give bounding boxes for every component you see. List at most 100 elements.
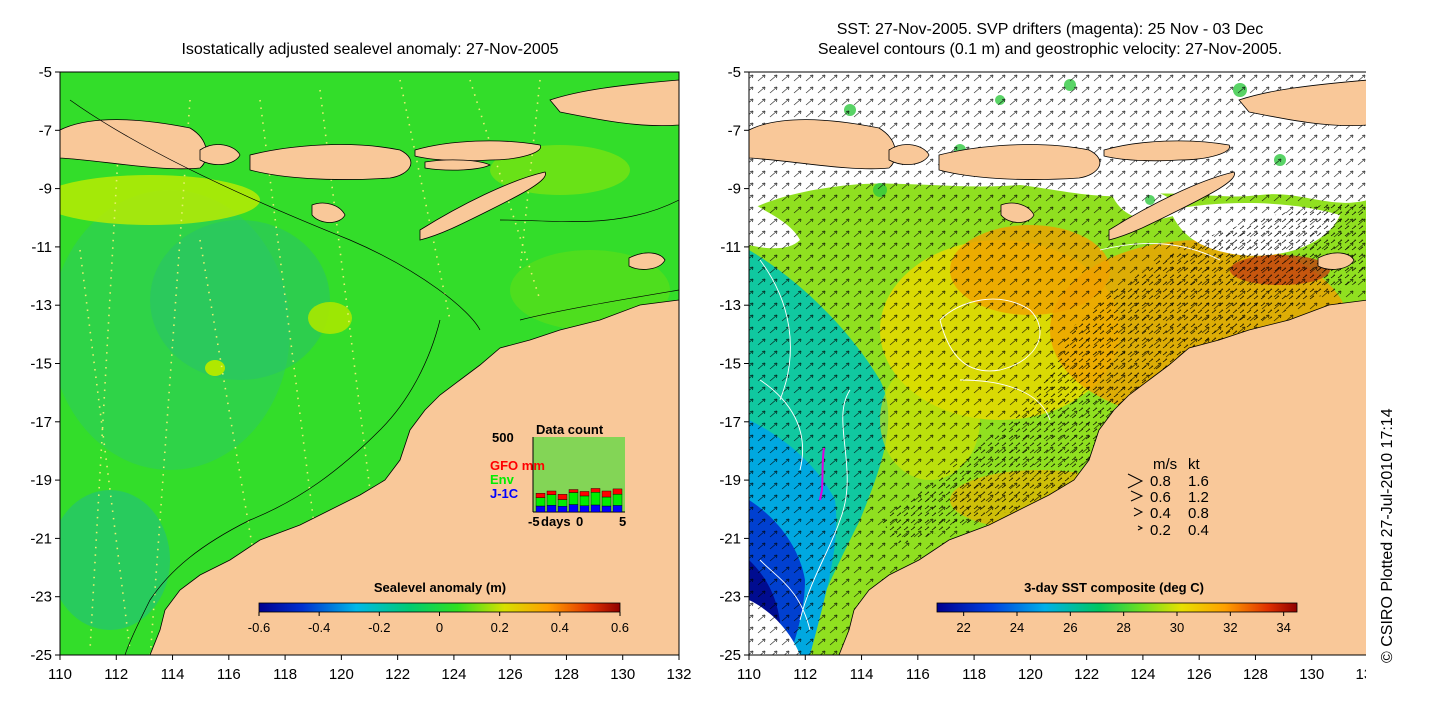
colorbar-tick-label: 30 [1170, 620, 1184, 635]
lon-tick-label: 128 [554, 666, 579, 683]
inset-legend-env: Env [490, 472, 515, 487]
inset-legend-gfo: GFO mm [490, 458, 545, 473]
left-map [60, 72, 679, 655]
env-bar [535, 497, 546, 507]
lat-tick-label: -7 [39, 122, 52, 139]
lat-tick-label: -23 [30, 589, 52, 606]
lon-tick-label: 112 [793, 666, 817, 683]
colorbar-tick-label: -0.2 [368, 620, 390, 635]
gfo-bar [612, 488, 623, 495]
left-map-title: Isostatically adjusted sealevel anomaly:… [181, 41, 559, 58]
lat-tick-label: -11 [720, 239, 741, 256]
lat-tick-label: -15 [719, 356, 741, 373]
sla-colorbar-label: Sealevel anomaly (m) [374, 580, 506, 595]
env-bar [557, 499, 568, 507]
speed-arrow-06 [1130, 490, 1144, 502]
lon-tick-label: 112 [104, 666, 128, 683]
colorbar-tick-label: -0.4 [308, 620, 330, 635]
speed-legend-kt: 1.6 [1188, 473, 1209, 490]
lon-tick-label: 114 [850, 666, 874, 683]
lat-tick-label: -11 [31, 239, 52, 256]
colorbar-tick-label: 34 [1276, 620, 1290, 635]
low-anomaly-patch [60, 490, 170, 630]
low-anomaly-patch [150, 220, 330, 380]
lat-tick-label: -15 [30, 356, 52, 373]
sealevel-contours [759, 242, 1221, 631]
env-bar [568, 492, 579, 505]
sst-colorbar: 3-day SST composite (deg C) 22 24 26 28 30 32… [936, 580, 1298, 635]
inset-title: Data count [536, 422, 604, 437]
j1c-bar [546, 505, 557, 513]
lat-tick-label: -19 [30, 472, 52, 489]
altimeter-tracks [79, 79, 541, 655]
j1c-bar [612, 505, 623, 513]
lon-tick-label: 116 [217, 666, 241, 683]
speed-legend-kt: 0.8 [1188, 505, 1209, 522]
lon-tick-label: 132 [1355, 666, 1366, 683]
axis-ticks: -5 -7 -9 -11 -13 -15 -17 -19 -21 -23 -25 110 112 114 1… [30, 64, 1366, 683]
lon-tick-label: 120 [1018, 666, 1043, 683]
speed-arrow-08 [1127, 473, 1144, 489]
j1c-bar [579, 505, 590, 513]
j1c-bar [535, 505, 546, 513]
dense-velocity-arrows [880, 200, 1366, 545]
speed-legend-kt: 1.2 [1188, 489, 1209, 506]
sla-colorbar: Sealevel anomaly (m) -0.6 -0.4 -0.2 0 0.2 0.4… [248, 580, 629, 635]
colorbar-tick-label: 0.6 [611, 620, 629, 635]
colorbar-tick-label: 32 [1223, 620, 1237, 635]
speed-legend-ms: 0.4 [1150, 505, 1171, 522]
inset-xtick-max: 5 [619, 514, 626, 529]
lat-tick-label: -9 [39, 181, 52, 198]
inset-xtick-min: -5 [528, 514, 540, 529]
figure: Data count 500 GFO mm Env J-1C -5 days 0… [30, 64, 1366, 683]
lon-tick-label: 110 [48, 666, 72, 683]
lon-tick-label: 116 [906, 666, 930, 683]
lat-tick-label: -17 [719, 414, 741, 431]
j1c-bar [568, 504, 579, 513]
speed-legend-ms: 0.2 [1150, 522, 1171, 539]
credit-panel: © CSIRO Plotted 27-Jul-2010 17:14 [1379, 408, 1396, 663]
colorbar-tick-label: 0.2 [491, 620, 509, 635]
env-bar [546, 494, 557, 506]
lon-tick-label: 118 [273, 666, 297, 683]
speed-legend-header-ms: m/s [1153, 456, 1177, 473]
lon-tick-label: 132 [666, 666, 691, 683]
lat-tick-label: -23 [719, 589, 741, 606]
speed-legend-ms: 0.8 [1150, 473, 1171, 490]
gfo-bar [579, 491, 590, 497]
right-map-title-line1: SST: 27-Nov-2005. SVP drifters (magenta)… [836, 21, 1264, 38]
lat-tick-label: -19 [719, 472, 741, 489]
j1c-bar [590, 504, 601, 513]
svp-drifter-track [819, 447, 825, 501]
sst-colorbar-label: 3-day SST composite (deg C) [1024, 580, 1204, 595]
speed-legend-kt: 0.4 [1188, 522, 1209, 539]
gfo-bar [568, 489, 579, 493]
left-land [60, 79, 679, 655]
lon-tick-label: 114 [161, 666, 185, 683]
lat-tick-label: -13 [719, 297, 741, 314]
lat-tick-label: -17 [30, 414, 52, 431]
high-anomaly-patch [205, 360, 225, 376]
inset-legend-j1c: J-1C [490, 486, 519, 501]
right-map-title-line2: Sealevel contours (0.1 m) and geostrophi… [817, 41, 1283, 58]
colorbar-tick-label: -0.6 [248, 620, 270, 635]
inset-ymax: 500 [492, 430, 514, 445]
env-bar [579, 495, 590, 506]
inset-xtick-zero: 0 [576, 514, 583, 529]
inset-xlabel: days [541, 514, 571, 529]
lon-tick-label: 110 [737, 666, 761, 683]
speed-arrow-04 [1133, 507, 1144, 517]
lat-tick-label: -7 [728, 122, 741, 139]
lon-tick-label: 130 [610, 666, 635, 683]
colorbar-tick-label: 0 [436, 620, 443, 635]
speed-arrow-02 [1137, 525, 1144, 531]
lat-tick-label: -9 [728, 181, 741, 198]
data-count-inset: Data count 500 GFO mm Env J-1C -5 days 0… [490, 422, 626, 529]
j1c-bar [601, 505, 612, 513]
gfo-bar [590, 488, 601, 493]
lon-tick-label: 126 [1187, 666, 1212, 683]
lon-tick-label: 126 [498, 666, 523, 683]
colorbar-tick-label: 22 [956, 620, 970, 635]
bathymetry-contours [69, 99, 679, 655]
env-bar [601, 496, 612, 507]
